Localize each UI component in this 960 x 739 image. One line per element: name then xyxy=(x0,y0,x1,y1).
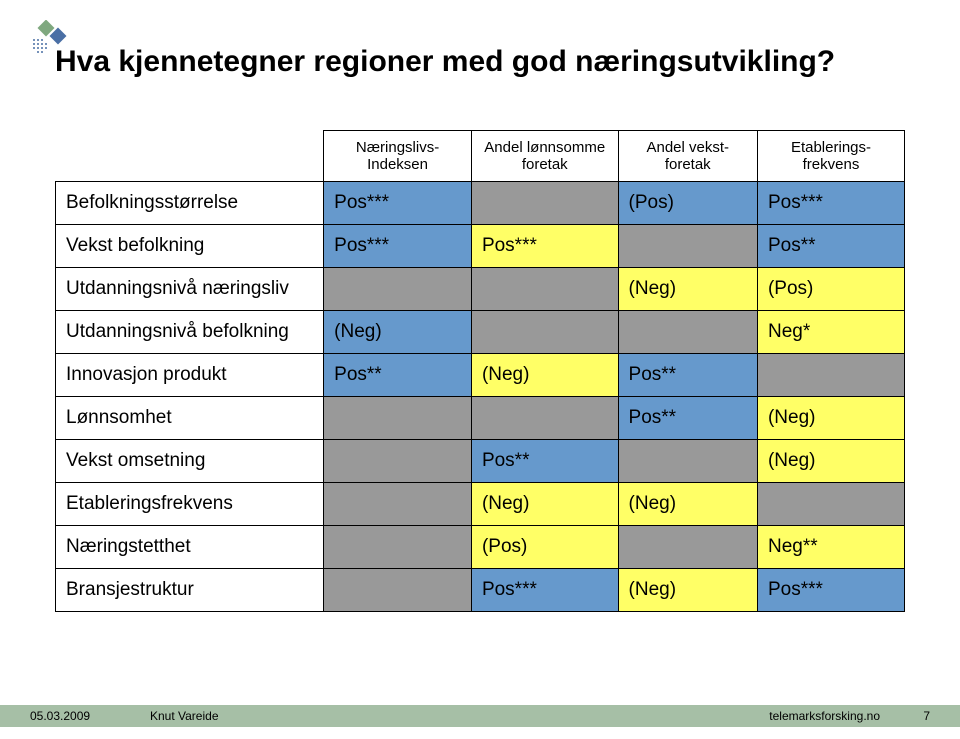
row-label: Innovasjon produkt xyxy=(56,354,324,397)
table-cell: (Neg) xyxy=(471,483,618,526)
footer-author: Knut Vareide xyxy=(150,709,219,723)
row-label: Vekst omsetning xyxy=(56,440,324,483)
table-cell: (Neg) xyxy=(757,397,904,440)
table-row: Næringstetthet (Pos) Neg** xyxy=(56,526,905,569)
row-label: Bransjestruktur xyxy=(56,569,324,612)
table-cell: Pos** xyxy=(324,354,472,397)
table-cell: Pos*** xyxy=(324,225,472,268)
table-cell xyxy=(324,483,472,526)
table-cell xyxy=(324,526,472,569)
table-cell: Pos*** xyxy=(471,225,618,268)
table-cell: Neg* xyxy=(757,311,904,354)
table-cell: (Pos) xyxy=(618,182,757,225)
col-header: Andel vekst-foretak xyxy=(618,131,757,182)
footer-page: 7 xyxy=(923,709,930,723)
table-cell xyxy=(618,440,757,483)
table-row: Vekst befolkningPos***Pos***Pos** xyxy=(56,225,905,268)
col-header: Næringslivs-Indeksen xyxy=(324,131,472,182)
table-row: Vekst omsetning Pos** (Neg) xyxy=(56,440,905,483)
table-row: Etableringsfrekvens (Neg)(Neg) xyxy=(56,483,905,526)
row-label: Utdanningsnivå næringsliv xyxy=(56,268,324,311)
table-cell: (Neg) xyxy=(757,440,904,483)
footer-site: telemarksforsking.no xyxy=(769,709,880,723)
table-row: Bransjestruktur Pos***(Neg)Pos*** xyxy=(56,569,905,612)
row-label: Befolkningsstørrelse xyxy=(56,182,324,225)
table-cell: Neg** xyxy=(757,526,904,569)
table-cell xyxy=(618,311,757,354)
data-table: Næringslivs-IndeksenAndel lønnsomme fore… xyxy=(55,130,905,612)
table-cell xyxy=(757,483,904,526)
table-cell: (Neg) xyxy=(618,483,757,526)
table-cell xyxy=(324,268,472,311)
table-row: Utdanningsnivå befolkning(Neg) Neg* xyxy=(56,311,905,354)
table-cell: Pos*** xyxy=(757,182,904,225)
table-cell xyxy=(324,569,472,612)
row-label: Vekst befolkning xyxy=(56,225,324,268)
page-title: Hva kjennetegner regioner med god næring… xyxy=(55,45,835,79)
row-label: Lønnsomhet xyxy=(56,397,324,440)
table-cell: (Neg) xyxy=(618,268,757,311)
table-row: Utdanningsnivå næringsliv (Neg)(Pos) xyxy=(56,268,905,311)
footer-date: 05.03.2009 xyxy=(30,709,150,723)
table-cell xyxy=(471,268,618,311)
table-cell xyxy=(757,354,904,397)
table-row: Innovasjon produktPos**(Neg)Pos** xyxy=(56,354,905,397)
table-cell: Pos** xyxy=(618,354,757,397)
table-corner xyxy=(56,131,324,182)
table-cell xyxy=(618,526,757,569)
table-cell xyxy=(324,440,472,483)
col-header: Andel lønnsomme foretak xyxy=(471,131,618,182)
table-cell xyxy=(471,182,618,225)
table-cell: Pos*** xyxy=(471,569,618,612)
row-label: Utdanningsnivå befolkning xyxy=(56,311,324,354)
table-row: BefolkningsstørrelsePos***(Pos)Pos*** xyxy=(56,182,905,225)
table-cell: Pos*** xyxy=(324,182,472,225)
table-row: Lønnsomhet Pos**(Neg) xyxy=(56,397,905,440)
table-cell: Pos** xyxy=(757,225,904,268)
col-header: Etablerings-frekvens xyxy=(757,131,904,182)
table-cell xyxy=(471,397,618,440)
table-cell: (Neg) xyxy=(471,354,618,397)
table-cell: Pos** xyxy=(471,440,618,483)
table-cell xyxy=(324,397,472,440)
footer-bar: 05.03.2009 Knut Vareide telemarksforskin… xyxy=(0,705,960,727)
row-label: Etableringsfrekvens xyxy=(56,483,324,526)
table-cell xyxy=(618,225,757,268)
table-cell: (Neg) xyxy=(618,569,757,612)
table-cell: (Pos) xyxy=(757,268,904,311)
table-cell xyxy=(471,311,618,354)
table-cell: Pos** xyxy=(618,397,757,440)
table-cell: Pos*** xyxy=(757,569,904,612)
table-cell: (Neg) xyxy=(324,311,472,354)
table-cell: (Pos) xyxy=(471,526,618,569)
row-label: Næringstetthet xyxy=(56,526,324,569)
